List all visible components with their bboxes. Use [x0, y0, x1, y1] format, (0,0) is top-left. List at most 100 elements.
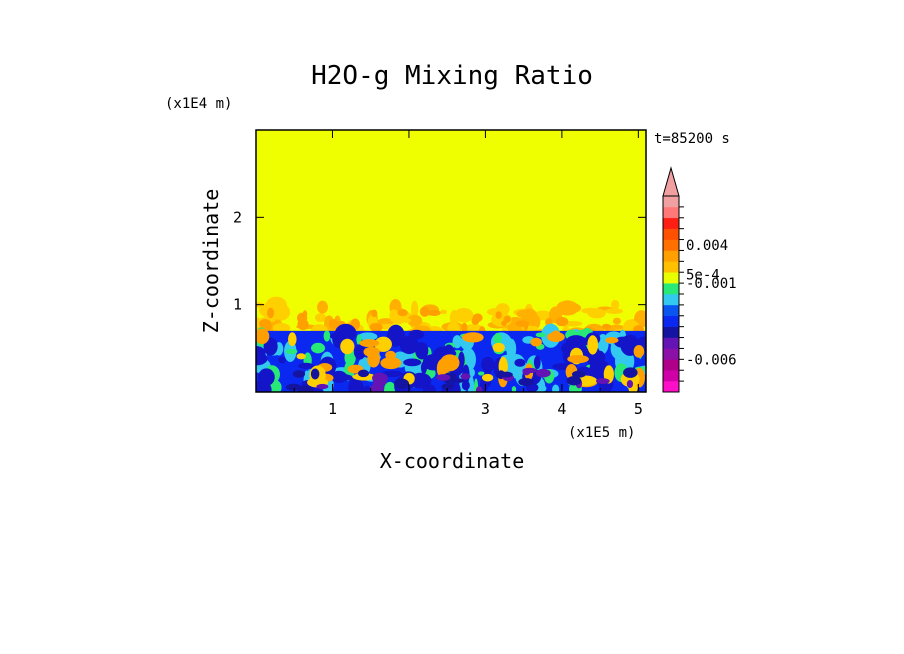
field-contour [460, 373, 471, 380]
field-contour [552, 384, 560, 392]
field-contour [468, 375, 475, 392]
field-contour [285, 383, 302, 391]
field-contour [363, 346, 380, 357]
field-contour [456, 378, 464, 383]
field-contour [547, 332, 565, 342]
field-contour [555, 316, 569, 327]
field-contour [298, 362, 314, 369]
colorbar-band [663, 217, 679, 229]
field-contour [436, 374, 451, 381]
field-contour [267, 307, 275, 319]
colorbar-band [663, 261, 679, 273]
field-contour [533, 355, 541, 370]
colorbar-band [663, 359, 679, 371]
y-axis-label: Z-coordinate [199, 189, 223, 334]
field-contour [407, 314, 423, 327]
field-contour [518, 377, 534, 387]
field-contour [302, 310, 308, 319]
field-contour [399, 335, 419, 355]
field-contour [462, 332, 484, 343]
field-contour [288, 332, 297, 347]
colorbar-band [663, 315, 679, 327]
x-axis-label: X-coordinate [380, 449, 525, 473]
colorbar-band [663, 196, 679, 208]
field-contour [258, 368, 275, 386]
field-contour [420, 361, 427, 374]
field-contour [523, 320, 529, 331]
x-unit-label: (x1E5 m) [568, 425, 635, 441]
colorbar-label: -0.006 [686, 352, 737, 368]
field-contour [428, 309, 441, 316]
field-contour [581, 307, 601, 314]
field-contour [358, 332, 378, 341]
field-contour [374, 336, 392, 352]
field-contour [605, 337, 619, 344]
field-contour [272, 323, 291, 334]
field-contour [334, 323, 357, 343]
field-contour [419, 306, 430, 317]
field-contour [397, 309, 408, 317]
field-contour [380, 356, 402, 370]
x-tick-label: 1 [328, 400, 337, 418]
y-unit-label: (x1E4 m) [165, 96, 232, 112]
field-contour [402, 318, 412, 324]
field-contour [495, 311, 502, 319]
x-tick-label: 4 [557, 400, 566, 418]
colorbar-band [663, 283, 679, 295]
colorbar-band [663, 348, 679, 360]
field-contour [514, 358, 526, 367]
field-contour [315, 313, 327, 323]
colorbar-band [663, 337, 679, 349]
field-contour [623, 367, 638, 378]
field-contour [516, 309, 536, 319]
colorbar-band [663, 239, 679, 251]
colorbar: 0.004 5e-4-0.001 -0.006 [662, 166, 737, 393]
colorbar-band [663, 326, 679, 338]
field-contour [499, 371, 513, 378]
chart-title: H2O-g Mixing Ratio [311, 61, 593, 91]
field-contour [492, 342, 505, 353]
axes: 1 2 3 4 5 1 2 [233, 130, 646, 418]
field-contour [296, 353, 306, 360]
colorbar-band [663, 304, 679, 317]
field-contour [472, 313, 483, 322]
field-contour [410, 300, 419, 319]
field-contour [292, 370, 306, 378]
field-contour [408, 329, 425, 340]
field-contour [403, 358, 422, 367]
field-contour [359, 339, 380, 348]
field-contour [461, 322, 468, 334]
field-contour [535, 368, 551, 378]
field-contour [475, 386, 483, 392]
field-contour [601, 323, 612, 330]
field-contour [316, 383, 329, 390]
field-contour [503, 315, 511, 323]
field-contour [511, 386, 517, 392]
field-contour [440, 309, 448, 315]
field-contour [285, 348, 298, 355]
field-contour [587, 335, 599, 355]
field-contour [633, 344, 645, 358]
field-contour [310, 368, 320, 380]
field-contour [387, 324, 405, 347]
field-contour [383, 381, 396, 392]
field-contour [481, 373, 494, 382]
field-contour [558, 302, 582, 314]
field-contour [297, 318, 309, 331]
field-contour [588, 358, 595, 366]
field-contour [393, 378, 410, 389]
colorbar-label: 5e-4 [686, 267, 720, 283]
colorbar-band [663, 206, 679, 219]
field-contour [369, 322, 383, 332]
field-contour [362, 385, 372, 392]
field-contour [311, 342, 326, 354]
x-tick-label: 2 [404, 400, 413, 418]
field-contour [530, 337, 542, 347]
colorbar-band [663, 272, 679, 284]
colorbar-band [663, 294, 679, 306]
field-contour [371, 309, 378, 318]
plot-frame [255, 129, 647, 393]
field-contour [440, 354, 460, 372]
y-tick-label: 2 [233, 208, 242, 226]
